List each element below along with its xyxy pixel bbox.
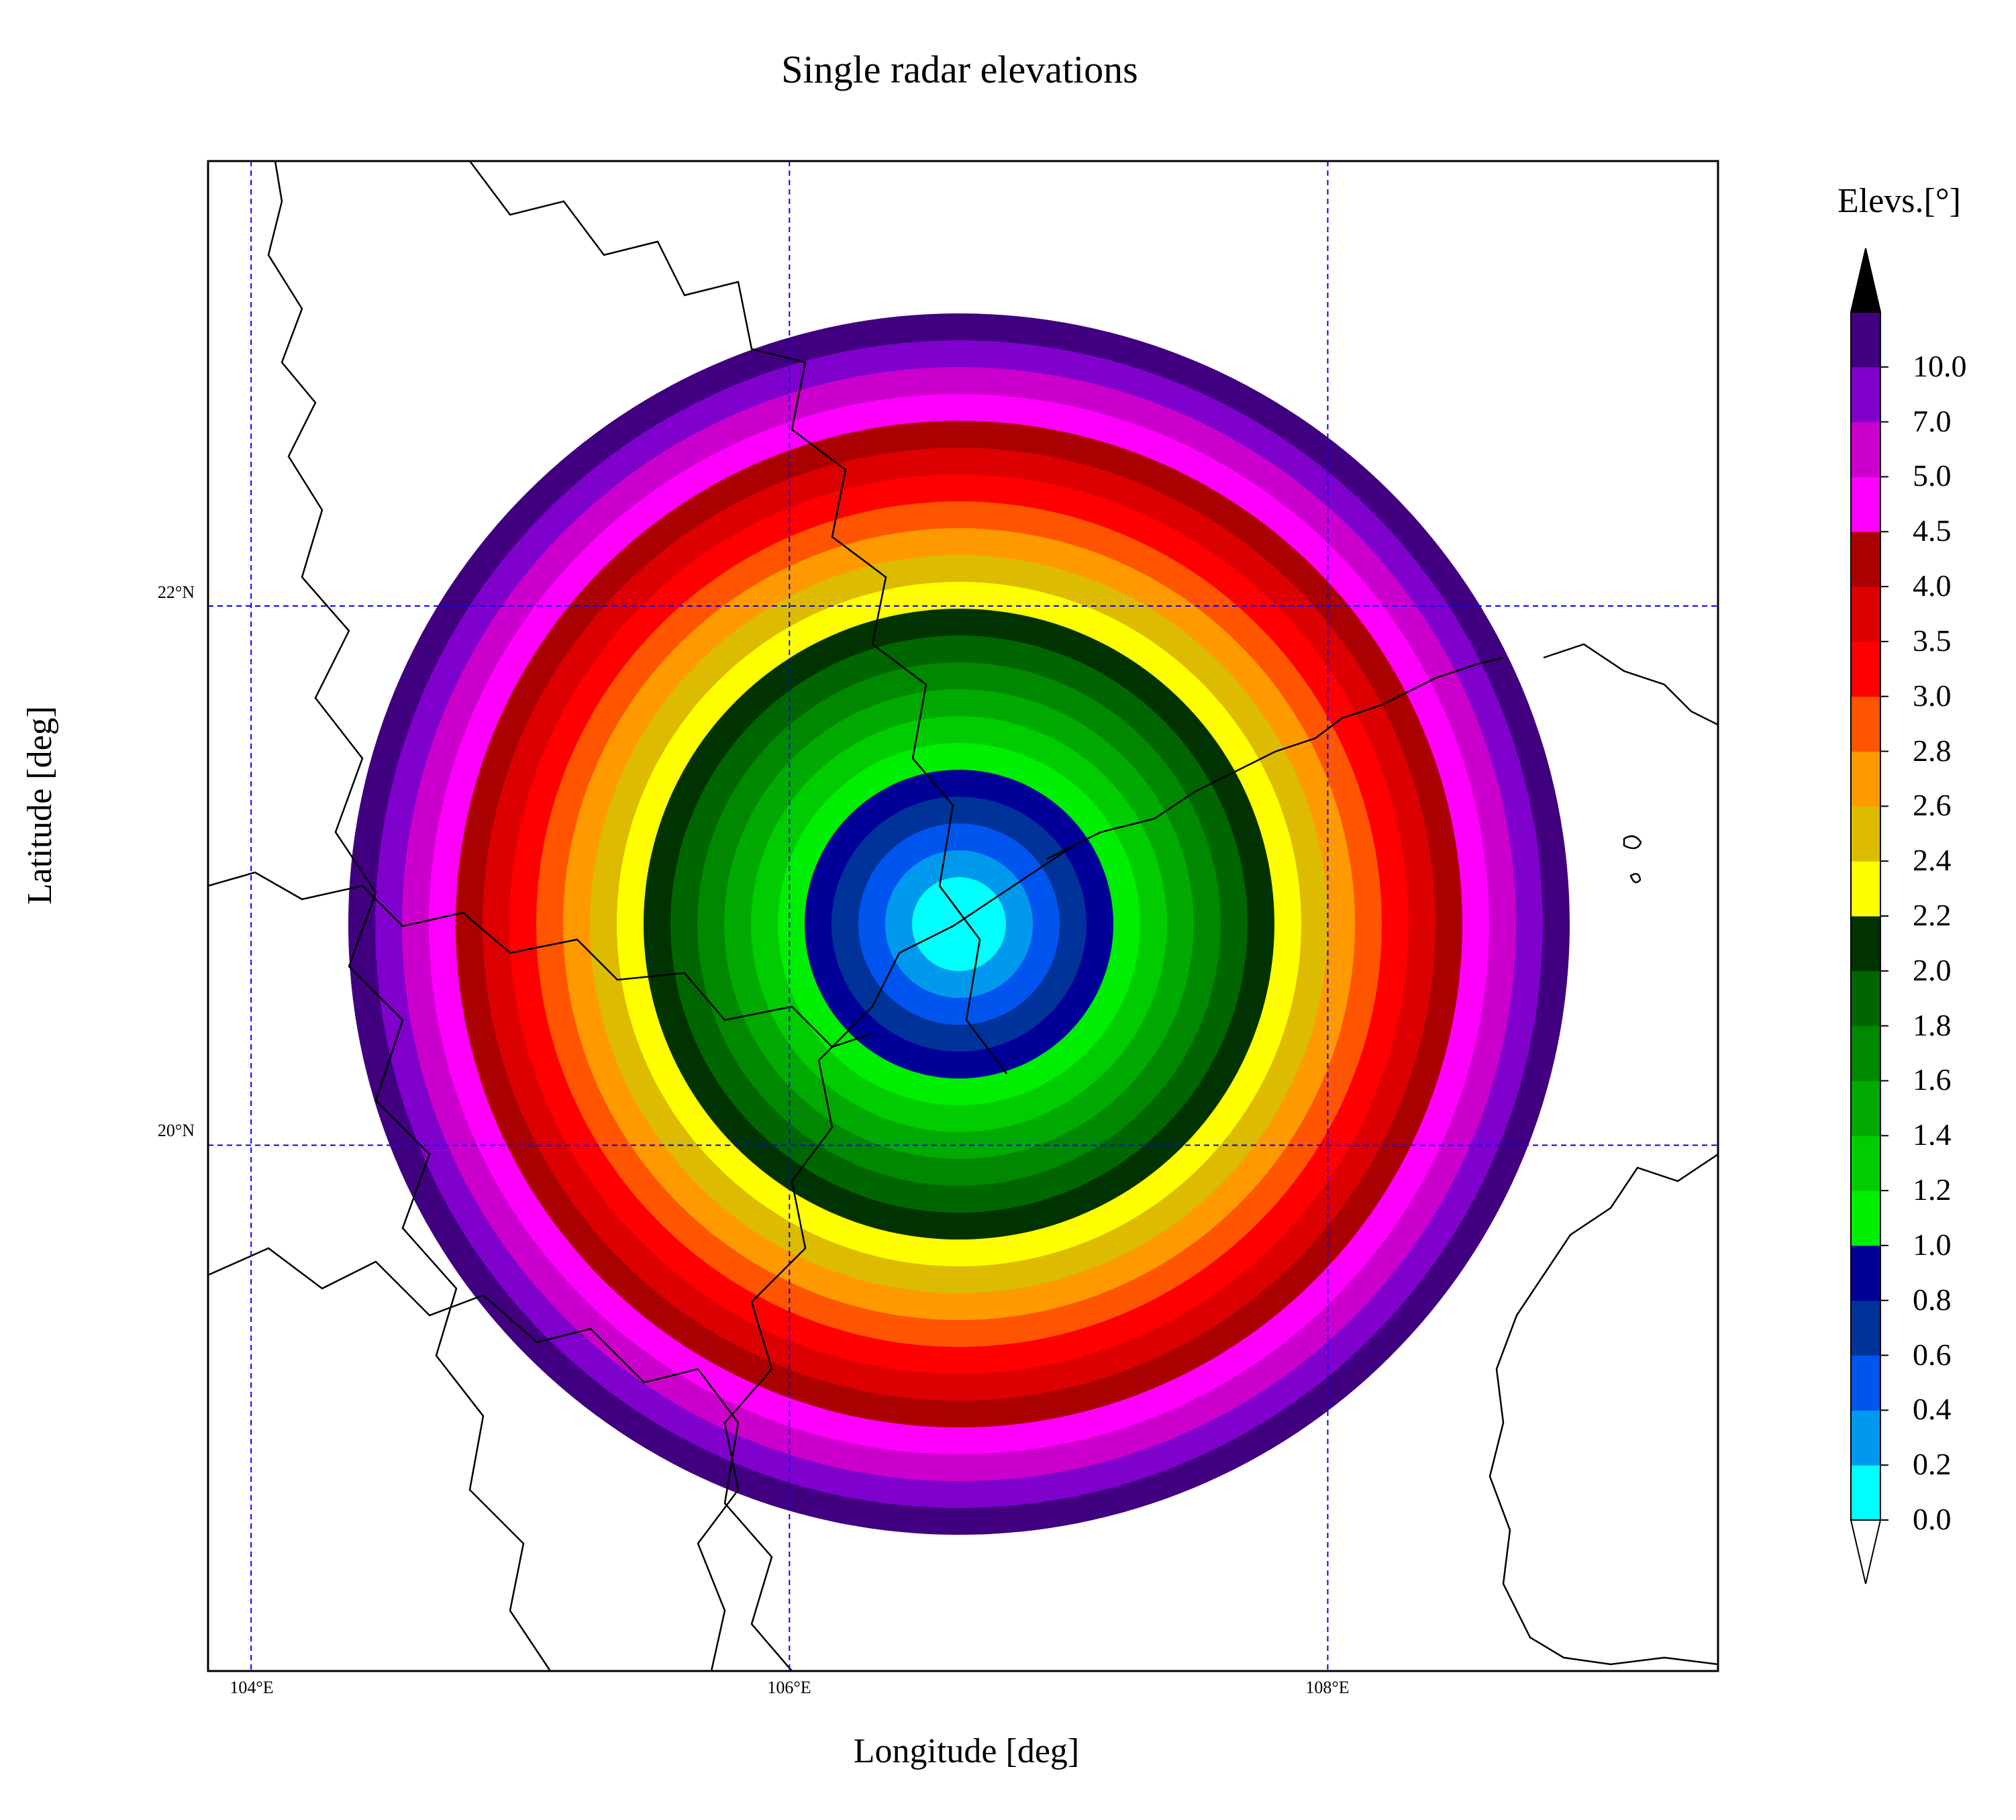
x-tick-label: 104°E	[230, 1678, 274, 1697]
colorbar-segment	[1851, 1025, 1880, 1081]
colorbar-tick-label: 1.8	[1913, 1007, 1952, 1042]
radar-elevation-field	[348, 313, 1570, 1535]
colorbar-segment	[1851, 532, 1880, 587]
colorbar-segment	[1851, 1355, 1880, 1411]
colorbar-segment	[1851, 641, 1880, 697]
chart-title: Single radar elevations	[781, 48, 1138, 91]
x-tick-label: 108°E	[1305, 1678, 1350, 1697]
colorbar-tick-label: 2.2	[1913, 898, 1952, 932]
colorbar-segment	[1851, 587, 1880, 642]
colorbar-segment	[1851, 312, 1880, 368]
colorbar-tick-label: 1.4	[1913, 1117, 1952, 1152]
colorbar-tick-label: 2.8	[1913, 733, 1952, 768]
colorbar-tick-label: 4.5	[1913, 513, 1952, 548]
elevation-ring	[911, 877, 1006, 972]
colorbar-segment	[1851, 916, 1880, 972]
colorbar-segment	[1851, 1080, 1880, 1136]
colorbar-tick-label: 0.8	[1913, 1282, 1952, 1317]
colorbar-segment	[1851, 1191, 1880, 1246]
colorbar	[1850, 248, 1888, 1584]
colorbar-segment	[1851, 421, 1880, 477]
colorbar-segment	[1851, 476, 1880, 532]
colorbar-title: Elevs.[°]	[1837, 182, 1961, 220]
colorbar-segment	[1851, 1135, 1880, 1191]
colorbar-tick-label: 3.5	[1913, 623, 1952, 658]
gridlines	[208, 161, 1718, 1671]
colorbar-tick-label: 2.0	[1913, 952, 1952, 987]
colorbar-tick-label: 1.6	[1913, 1062, 1952, 1097]
colorbar-tick-label: 3.0	[1913, 678, 1952, 713]
colorbar-segment	[1851, 861, 1880, 917]
x-tick-label: 106°E	[767, 1678, 811, 1697]
colorbar-extend-under	[1850, 1519, 1882, 1584]
colorbar-tick-label: 0.6	[1913, 1337, 1952, 1372]
y-tick-label: 20°N	[157, 1121, 195, 1140]
colorbar-tick-label: 7.0	[1913, 403, 1952, 438]
x-axis-label: Longitude [deg]	[853, 1732, 1080, 1770]
coastline-borders	[208, 161, 1718, 1671]
colorbar-tick-label: 0.0	[1913, 1502, 1952, 1536]
plot-frame	[207, 160, 1719, 1672]
colorbar-segment	[1851, 366, 1880, 423]
colorbar-segment	[1851, 1465, 1880, 1521]
colorbar-tick-label: 2.4	[1913, 843, 1952, 878]
colorbar-tick-label: 10.0	[1913, 348, 1967, 383]
colorbar-tick-label: 2.6	[1913, 788, 1952, 823]
colorbar-segment	[1851, 806, 1880, 862]
colorbar-segment	[1851, 1300, 1880, 1356]
colorbar-segment	[1851, 696, 1880, 752]
colorbar-segment	[1851, 970, 1880, 1027]
y-tick-label: 22°N	[157, 583, 195, 602]
colorbar-tick-label: 5.0	[1913, 458, 1952, 493]
colorbar-tick-label: 4.0	[1913, 568, 1952, 603]
colorbar-segment	[1851, 1410, 1880, 1466]
colorbar-tick-label: 1.2	[1913, 1172, 1952, 1207]
colorbar-segment	[1851, 1245, 1880, 1301]
colorbar-segment	[1851, 751, 1880, 807]
colorbar-tick-label: 0.2	[1913, 1447, 1952, 1482]
colorbar-tick-label: 1.0	[1913, 1227, 1952, 1262]
colorbar-tick-label: 0.4	[1913, 1392, 1952, 1427]
colorbar-extend-over	[1850, 248, 1882, 313]
